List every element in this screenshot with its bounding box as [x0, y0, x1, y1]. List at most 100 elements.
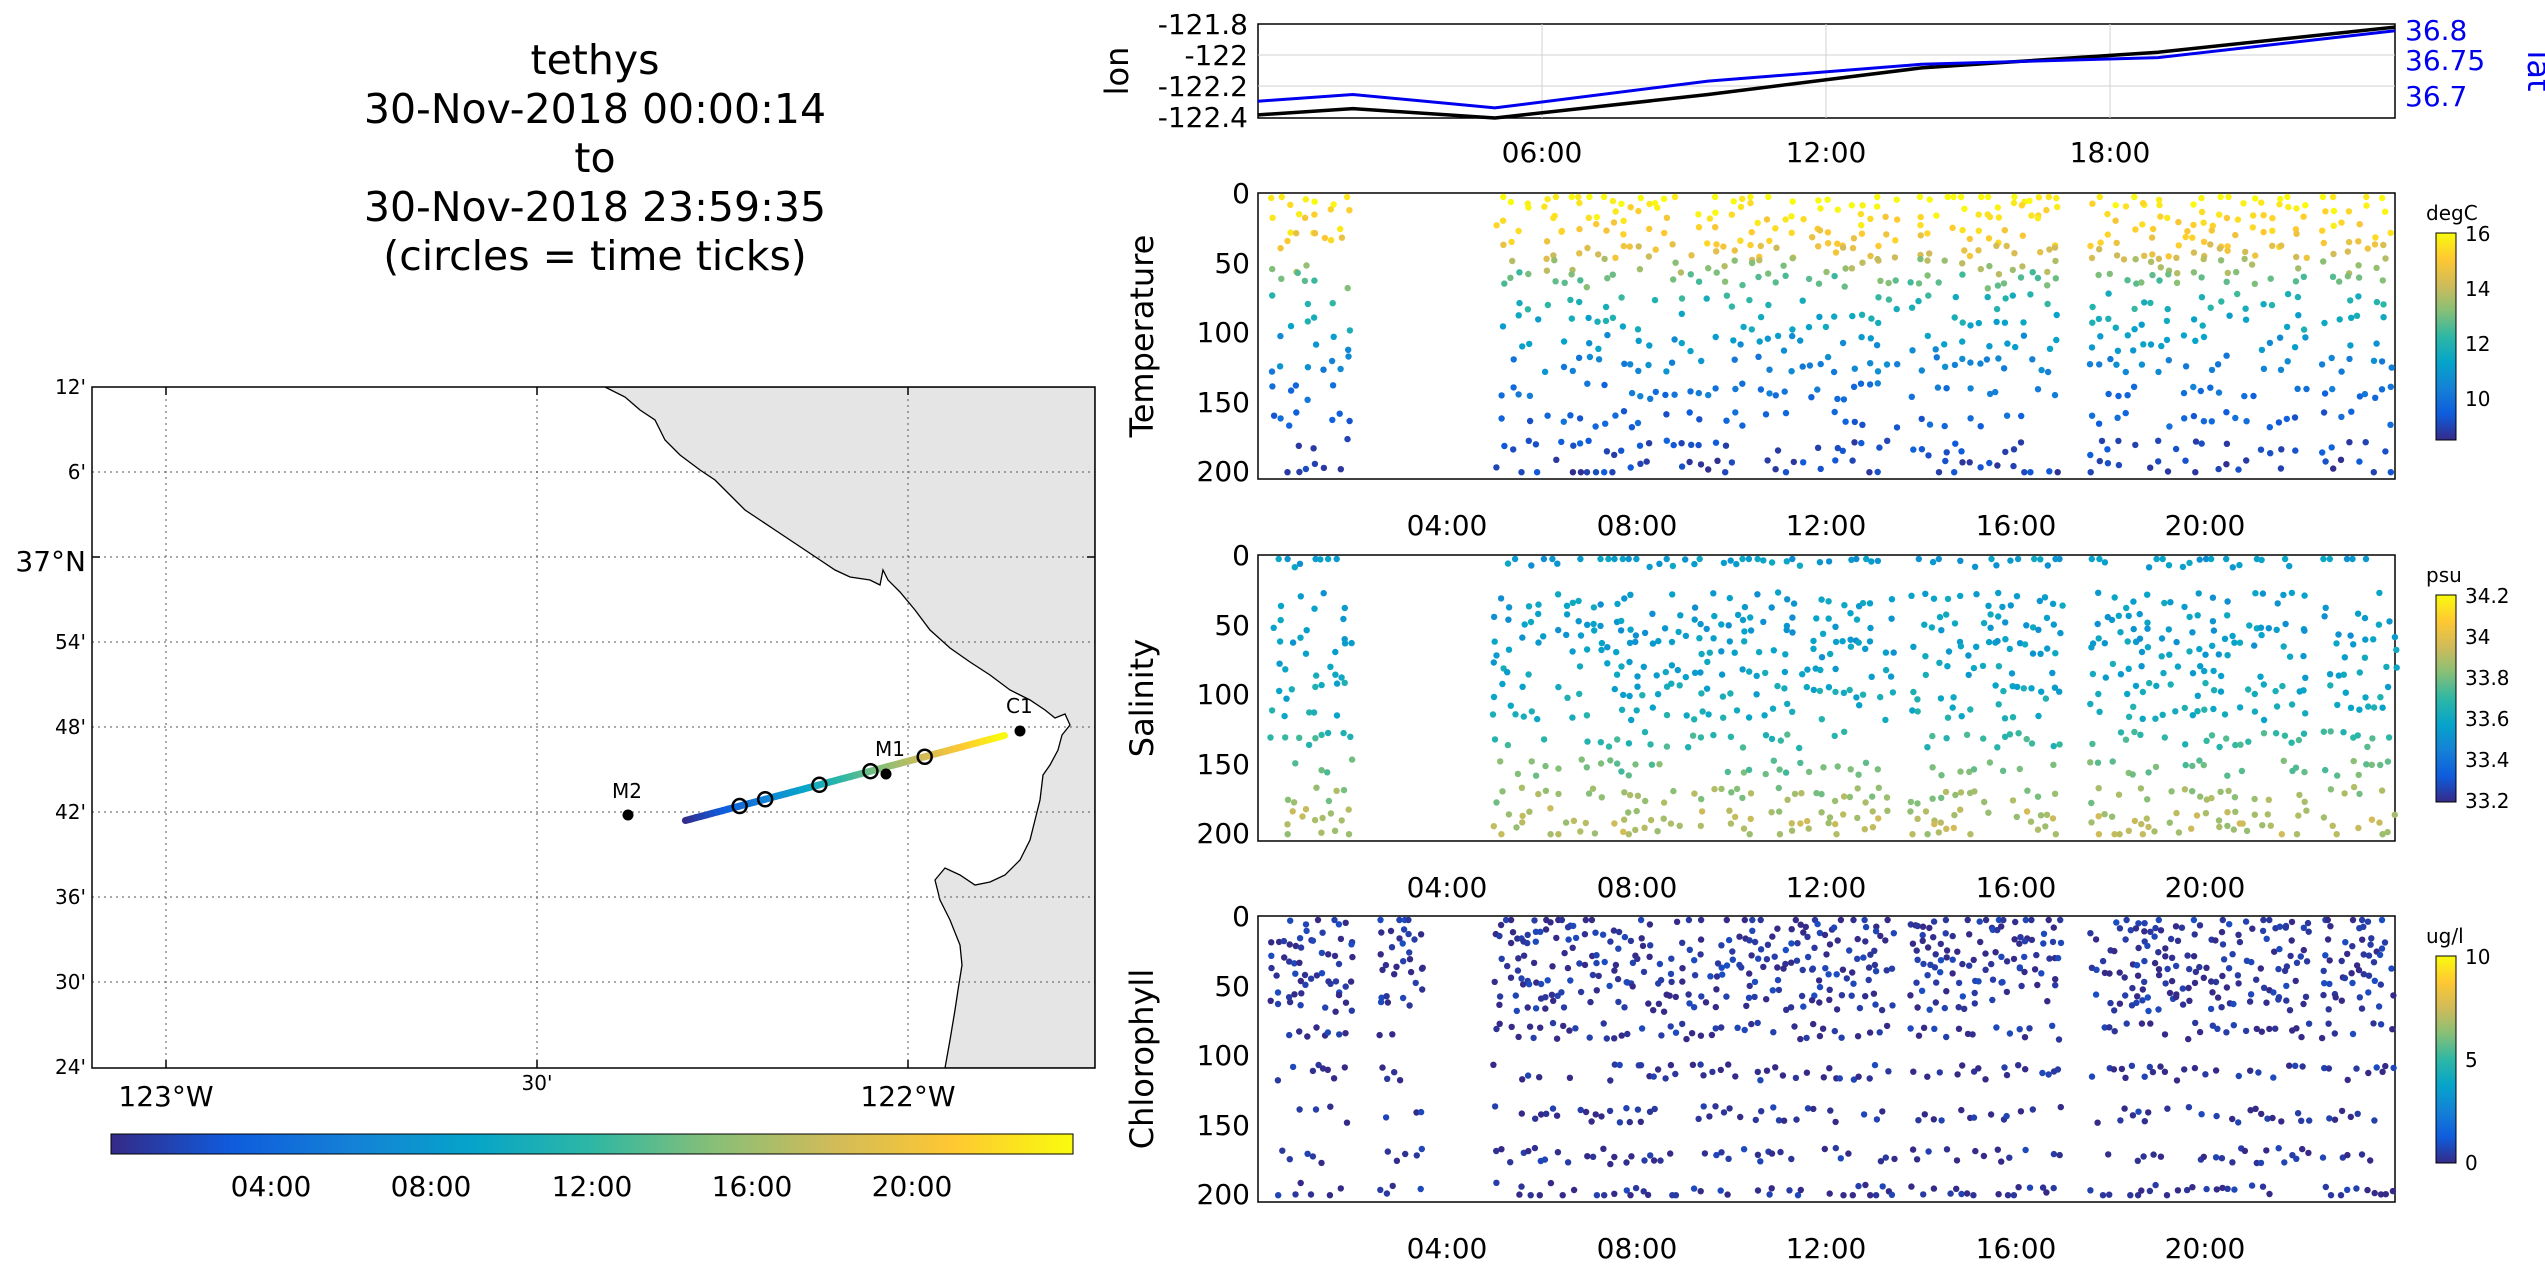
data-point — [1789, 629, 1796, 636]
data-point — [2125, 612, 2132, 620]
data-point — [2263, 1147, 2270, 1154]
data-point — [2155, 196, 2163, 203]
data-point — [2274, 600, 2281, 607]
data-point — [2264, 811, 2271, 818]
data-point — [1576, 690, 1583, 698]
data-point — [2295, 265, 2302, 272]
data-point — [1629, 959, 1637, 966]
data-point — [2162, 953, 2169, 960]
data-point — [1786, 1187, 1793, 1194]
data-point — [1547, 831, 1554, 838]
data-point — [1520, 952, 1528, 959]
data-point — [1971, 563, 1979, 570]
data-point — [1603, 1035, 1611, 1042]
data-point — [2382, 1191, 2389, 1198]
data-point — [2152, 1181, 2159, 1189]
data-point — [2050, 1184, 2057, 1192]
data-point — [1297, 1179, 1304, 1187]
data-point — [1319, 814, 1326, 822]
data-point — [1893, 305, 1900, 313]
data-point — [2243, 418, 2250, 425]
data-point — [2155, 255, 2163, 262]
data-point — [2138, 279, 2145, 286]
data-point — [1772, 225, 1779, 232]
data-point — [1943, 947, 1951, 954]
chlorophyll-cb-5: 5 — [2465, 1048, 2478, 1072]
data-point — [2258, 1028, 2265, 1035]
data-point — [1705, 466, 1712, 473]
data-point — [1938, 772, 1945, 779]
data-point — [1577, 828, 1584, 835]
data-point — [1839, 966, 1847, 973]
data-point — [2139, 831, 2146, 838]
data-point — [1925, 452, 1932, 459]
temperature-cb-12: 12 — [2465, 332, 2490, 356]
data-point — [1969, 1031, 1976, 1038]
data-point — [1848, 265, 1856, 272]
data-point — [1792, 1074, 1800, 1082]
data-point — [1628, 424, 1636, 431]
data-point — [1760, 618, 1767, 626]
data-point — [2198, 194, 2205, 202]
data-point — [2089, 319, 2096, 326]
data-point — [1520, 713, 1528, 720]
data-point — [2300, 273, 2307, 280]
data-point — [2258, 346, 2266, 354]
data-point — [2189, 712, 2196, 719]
data-point — [2197, 663, 2204, 670]
data-point — [1324, 1066, 1332, 1074]
data-point — [2225, 193, 2232, 201]
data-point — [2144, 625, 2151, 632]
data-point — [1802, 923, 1810, 931]
data-point — [2321, 980, 2328, 987]
data-point — [1383, 1190, 1391, 1197]
data-point — [1910, 643, 1917, 650]
data-point — [1301, 277, 1309, 285]
data-point — [1816, 313, 1823, 321]
temperature-time-2000: 20:00 — [2165, 509, 2246, 542]
data-point — [1958, 448, 1965, 455]
data-point — [2251, 642, 2258, 649]
data-point — [1937, 695, 1945, 702]
data-point — [1747, 614, 1754, 621]
data-point — [1751, 978, 1759, 986]
data-point — [1800, 1003, 1807, 1010]
data-point — [2141, 252, 2148, 259]
data-point — [1748, 1020, 1755, 1028]
data-point — [1766, 1191, 1773, 1198]
data-point — [2275, 419, 2283, 426]
data-point — [1820, 1074, 1828, 1081]
data-point — [2377, 694, 2384, 701]
data-point — [2009, 266, 2017, 274]
data-point — [1713, 248, 1720, 255]
data-point — [2370, 357, 2378, 364]
data-point — [1389, 1182, 1396, 1190]
data-point — [2226, 312, 2233, 319]
data-point — [1292, 942, 1300, 950]
data-point — [2021, 968, 2028, 976]
data-point — [2367, 1157, 2374, 1164]
data-point — [2132, 256, 2139, 263]
data-point — [2037, 556, 2044, 563]
temperature-depth-ticks: 0 50 100 150 200 — [1197, 177, 1250, 488]
data-point — [1620, 691, 1627, 699]
data-point — [1797, 337, 1804, 344]
data-point — [2365, 989, 2372, 996]
data-point — [1757, 916, 1764, 924]
data-point — [2089, 670, 2097, 678]
data-point — [1547, 805, 1554, 812]
data-point — [1975, 978, 1982, 985]
data-point — [2210, 705, 2217, 713]
data-point — [1636, 266, 1644, 273]
data-point — [1342, 983, 1349, 990]
data-point — [1660, 195, 1668, 202]
data-point — [2218, 1004, 2225, 1011]
data-point — [1712, 1025, 1719, 1032]
data-point — [2149, 271, 2156, 279]
data-point — [2349, 979, 2356, 987]
data-point — [1627, 361, 1634, 368]
chlorophyll-time-2000: 20:00 — [2165, 1232, 2246, 1265]
data-point — [2039, 1069, 2046, 1077]
data-point — [1335, 991, 1343, 999]
data-point — [1712, 439, 1720, 446]
